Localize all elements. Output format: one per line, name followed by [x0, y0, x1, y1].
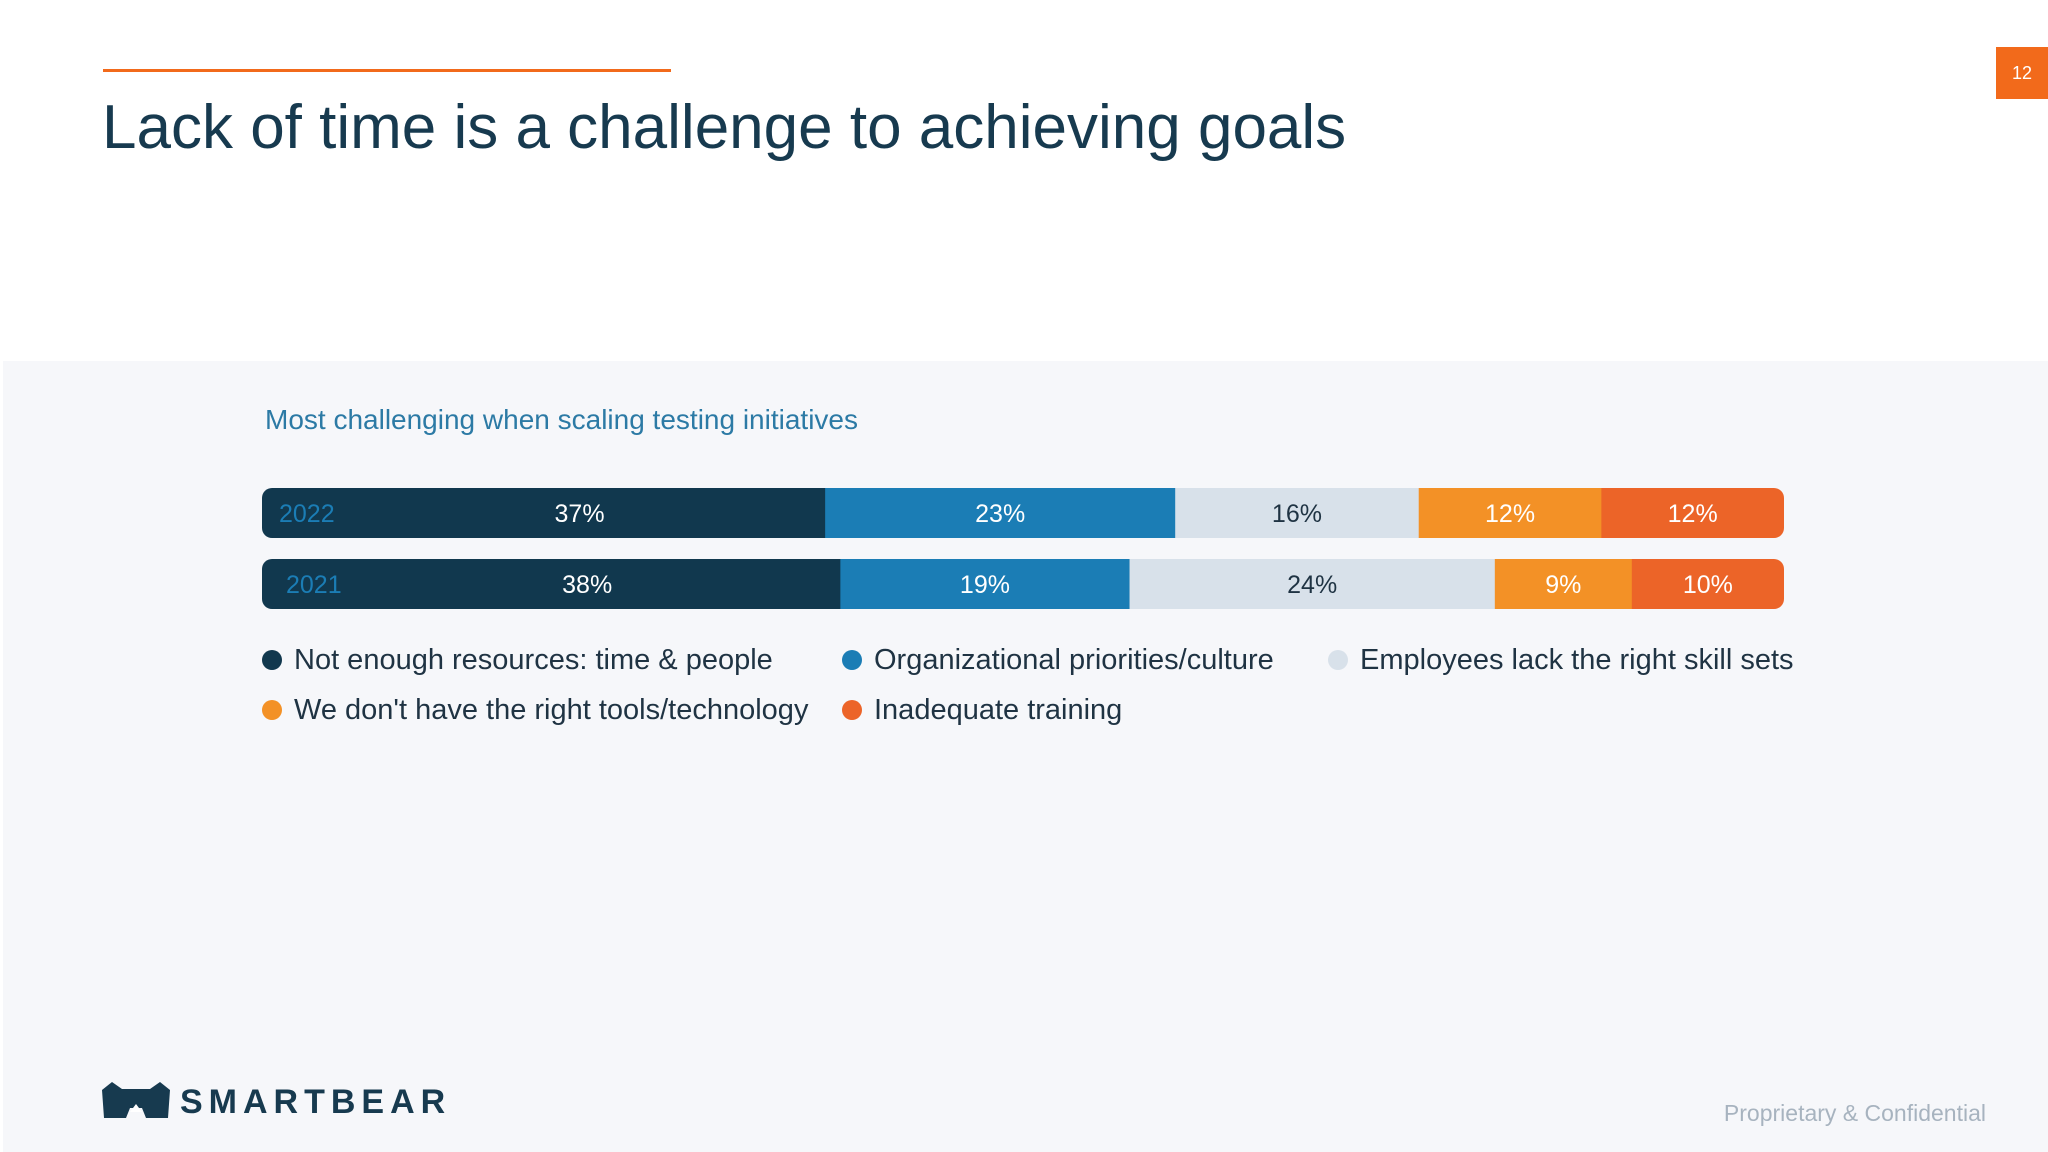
data-label-2021-3: 24%	[1287, 571, 1337, 599]
legend-item-5: Inadequate training	[842, 690, 1122, 730]
bar-row-2021	[262, 559, 1784, 609]
chart-title: Most challenging when scaling testing in…	[265, 404, 858, 435]
bear-logo-icon	[102, 1082, 170, 1118]
legend-label: Inadequate training	[874, 693, 1123, 726]
legend-swatch-icon	[1328, 650, 1348, 670]
bar-segment-2022-2	[825, 488, 1176, 538]
bar-segment-2022-1	[262, 488, 826, 538]
legend-item-1: Not enough resources: time & people	[262, 640, 773, 680]
bar-segment-2021-4	[1494, 559, 1633, 609]
legend-swatch-icon	[842, 650, 862, 670]
data-label-2021-4: 9%	[1545, 571, 1581, 599]
legend-label: Not enough resources: time & people	[294, 643, 773, 676]
smartbear-logo: SMARTBEAR	[102, 1080, 451, 1124]
legend-swatch-icon	[842, 700, 862, 720]
data-label-2022-5: 12%	[1668, 500, 1718, 528]
data-label-2021-5: 10%	[1683, 571, 1733, 599]
bar-segment-2021-1	[262, 559, 841, 609]
legend-label: Employees lack the right skill sets	[1360, 643, 1794, 676]
legend-label: Organizational priorities/culture	[874, 643, 1274, 676]
bar-segment-2021-5	[1631, 559, 1784, 609]
bar-segment-2022-5	[1601, 488, 1784, 538]
legend-label: We don't have the right tools/technology	[294, 693, 809, 726]
category-label-2022: 2022	[279, 500, 335, 528]
logo-wordmark: SMARTBEAR	[180, 1082, 452, 1121]
data-label-2022-4: 12%	[1485, 500, 1535, 528]
chart-legend: Not enough resources: time & people Organ…	[262, 640, 1822, 750]
data-label-2021-2: 19%	[960, 571, 1010, 599]
bar-segment-2021-2	[840, 559, 1131, 609]
data-label-2021-1: 38%	[562, 571, 612, 599]
bar-segment-2022-4	[1418, 488, 1602, 538]
title-accent-line	[103, 69, 671, 72]
page-number-badge: 12	[1996, 47, 2048, 99]
legend-swatch-icon	[262, 700, 282, 720]
category-label-2021: 2021	[286, 571, 342, 599]
legend-item-3: Employees lack the right skill sets	[1328, 640, 1794, 680]
data-label-2022-3: 16%	[1272, 500, 1322, 528]
legend-swatch-icon	[262, 650, 282, 670]
bar-row-2022	[262, 488, 1784, 538]
bar-segment-2022-3	[1175, 488, 1420, 538]
legend-item-4: We don't have the right tools/technology	[262, 690, 808, 730]
footer-confidential-note: Proprietary & Confidential	[1723, 1100, 1986, 1126]
data-label-2022-2: 23%	[975, 500, 1025, 528]
bar-segment-2021-3	[1129, 559, 1496, 609]
slide-title: Lack of time is a challenge to achieving…	[102, 93, 1347, 162]
legend-item-2: Organizational priorities/culture	[842, 640, 1274, 680]
data-label-2022-1: 37%	[555, 500, 605, 528]
